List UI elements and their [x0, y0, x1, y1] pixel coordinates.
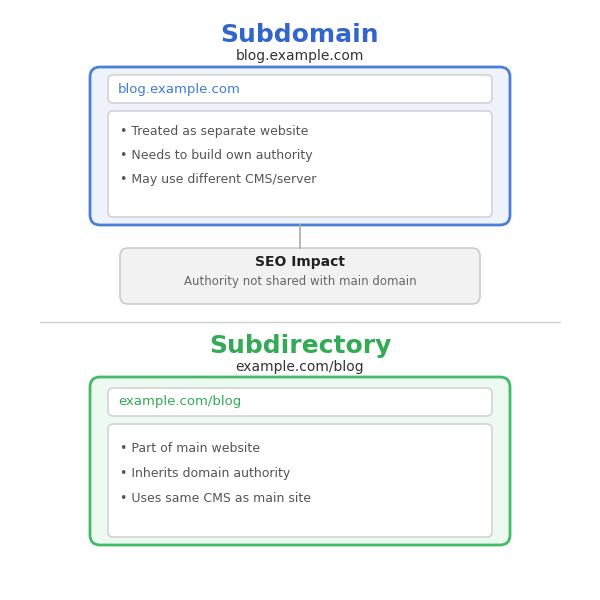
- Text: • Treated as separate website: • Treated as separate website: [120, 125, 308, 139]
- FancyBboxPatch shape: [108, 424, 492, 537]
- Text: blog.example.com: blog.example.com: [118, 82, 241, 95]
- Text: • Needs to build own authority: • Needs to build own authority: [120, 149, 313, 163]
- Text: Subdirectory: Subdirectory: [209, 334, 391, 358]
- Text: • May use different CMS/server: • May use different CMS/server: [120, 173, 316, 187]
- FancyBboxPatch shape: [108, 75, 492, 103]
- Text: example.com/blog: example.com/blog: [236, 360, 364, 374]
- Text: • Uses same CMS as main site: • Uses same CMS as main site: [120, 491, 311, 505]
- Text: • Inherits domain authority: • Inherits domain authority: [120, 467, 290, 479]
- Text: Authority not shared with main domain: Authority not shared with main domain: [184, 275, 416, 289]
- Text: example.com/blog: example.com/blog: [118, 395, 241, 409]
- Text: blog.example.com: blog.example.com: [236, 49, 364, 63]
- Text: Subdomain: Subdomain: [221, 23, 379, 47]
- Text: • Part of main website: • Part of main website: [120, 442, 260, 455]
- FancyBboxPatch shape: [108, 111, 492, 217]
- FancyBboxPatch shape: [90, 67, 510, 225]
- Text: SEO Impact: SEO Impact: [255, 255, 345, 269]
- FancyBboxPatch shape: [120, 248, 480, 304]
- FancyBboxPatch shape: [108, 388, 492, 416]
- FancyBboxPatch shape: [90, 377, 510, 545]
